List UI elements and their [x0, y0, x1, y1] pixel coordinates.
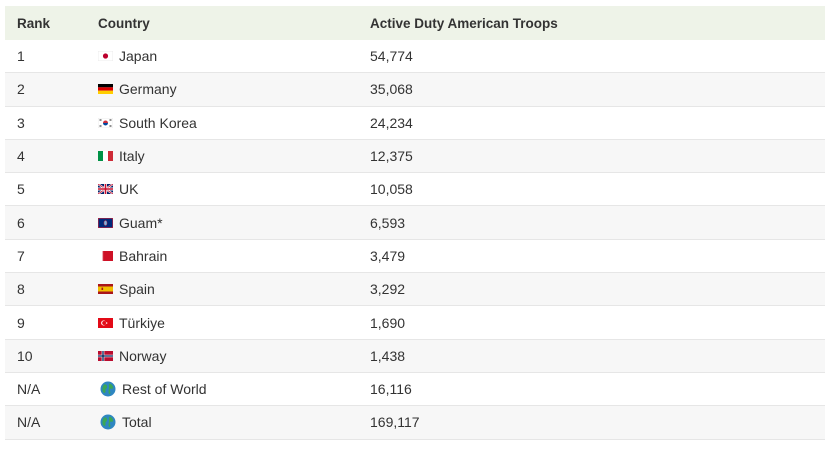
- spain-flag-icon: [98, 284, 113, 295]
- table-row: 8 Spain 3,292: [5, 273, 825, 307]
- globe-icon: [100, 381, 116, 397]
- troops-cell: 16,116: [370, 381, 412, 398]
- country-name: Germany: [119, 81, 177, 98]
- norway-flag-icon: [98, 350, 113, 361]
- country-name: UK: [119, 181, 139, 198]
- guam-flag-icon: [98, 217, 113, 228]
- table-row: 10 Norway 1,438: [5, 339, 825, 373]
- country-name: Bahrain: [119, 247, 168, 264]
- country-name: Spain: [119, 281, 155, 298]
- table-row: N/A Total 169,117: [5, 406, 825, 440]
- table-row: N/A Rest of World 16,116: [5, 373, 825, 407]
- japan-flag-icon: [98, 51, 113, 62]
- troops-cell: 169,117: [370, 414, 420, 431]
- country-cell: Guam*: [98, 206, 163, 238]
- rank-cell: 10: [17, 347, 33, 364]
- rank-cell: N/A: [17, 414, 41, 431]
- troops-cell: 3,292: [370, 281, 406, 298]
- table-header: Rank Country Active Duty American Troops: [5, 6, 825, 40]
- rank-cell: 1: [17, 48, 25, 65]
- country-name: Guam*: [119, 214, 163, 231]
- turkiye-flag-icon: [98, 317, 113, 328]
- header-troops[interactable]: Active Duty American Troops: [370, 15, 558, 31]
- header-rank[interactable]: Rank: [17, 15, 51, 31]
- table-row: 3 South Korea 24,234: [5, 107, 825, 140]
- country-name: Total: [122, 414, 152, 431]
- country-name: Türkiye: [119, 314, 165, 331]
- country-name: Rest of World: [122, 381, 207, 398]
- troops-cell: 54,774: [370, 48, 413, 65]
- rank-cell: 2: [17, 81, 25, 98]
- country-cell: Total: [98, 406, 152, 438]
- country-name: South Korea: [119, 114, 197, 131]
- country-cell: Rest of World: [98, 373, 207, 405]
- troops-cell: 12,375: [370, 148, 413, 165]
- bahrain-flag-icon: [98, 250, 113, 261]
- table-row: 6 Guam* 6,593: [5, 206, 825, 240]
- rank-cell: 8: [17, 281, 25, 298]
- country-cell: Türkiye: [98, 306, 165, 338]
- south-korea-flag-icon: [98, 117, 113, 128]
- country-cell: Italy: [98, 140, 145, 172]
- rank-cell: 7: [17, 247, 25, 264]
- troops-cell: 24,234: [370, 114, 413, 131]
- table-row: 5 UK 10,058: [5, 173, 825, 207]
- globe-icon: [100, 414, 116, 430]
- rank-cell: 4: [17, 148, 25, 165]
- country-cell: Spain: [98, 273, 155, 305]
- country-cell: South Korea: [98, 107, 197, 139]
- troops-table: Rank Country Active Duty American Troops…: [5, 6, 825, 440]
- country-name: Italy: [119, 148, 145, 165]
- troops-cell: 1,438: [370, 347, 406, 364]
- table-row: 4 Italy 12,375: [5, 139, 825, 174]
- troops-cell: 1,690: [370, 314, 406, 331]
- rank-cell: N/A: [17, 381, 41, 398]
- table-row: 9 Türkiye 1,690: [5, 306, 825, 340]
- country-name: Japan: [119, 48, 158, 65]
- country-cell: Norway: [98, 340, 166, 372]
- country-cell: UK: [98, 173, 138, 205]
- troops-cell: 3,479: [370, 247, 406, 264]
- table-row: 2 Germany 35,068: [5, 73, 825, 107]
- rank-cell: 5: [17, 181, 25, 198]
- rank-cell: 3: [17, 114, 25, 131]
- italy-flag-icon: [98, 151, 113, 162]
- country-cell: Germany: [98, 73, 177, 105]
- troops-cell: 6,593: [370, 214, 406, 231]
- troops-cell: 10,058: [370, 181, 413, 198]
- table-row: 7 Bahrain 3,479: [5, 240, 825, 274]
- germany-flag-icon: [98, 84, 113, 95]
- header-country[interactable]: Country: [98, 15, 150, 31]
- country-name: Norway: [119, 347, 167, 364]
- rank-cell: 6: [17, 214, 25, 231]
- country-cell: Bahrain: [98, 240, 167, 272]
- troops-cell: 35,068: [370, 81, 413, 98]
- rank-cell: 9: [17, 314, 25, 331]
- uk-flag-icon: [98, 184, 113, 195]
- table-row: 1 Japan 54,774: [5, 40, 825, 74]
- country-cell: Japan: [98, 40, 157, 72]
